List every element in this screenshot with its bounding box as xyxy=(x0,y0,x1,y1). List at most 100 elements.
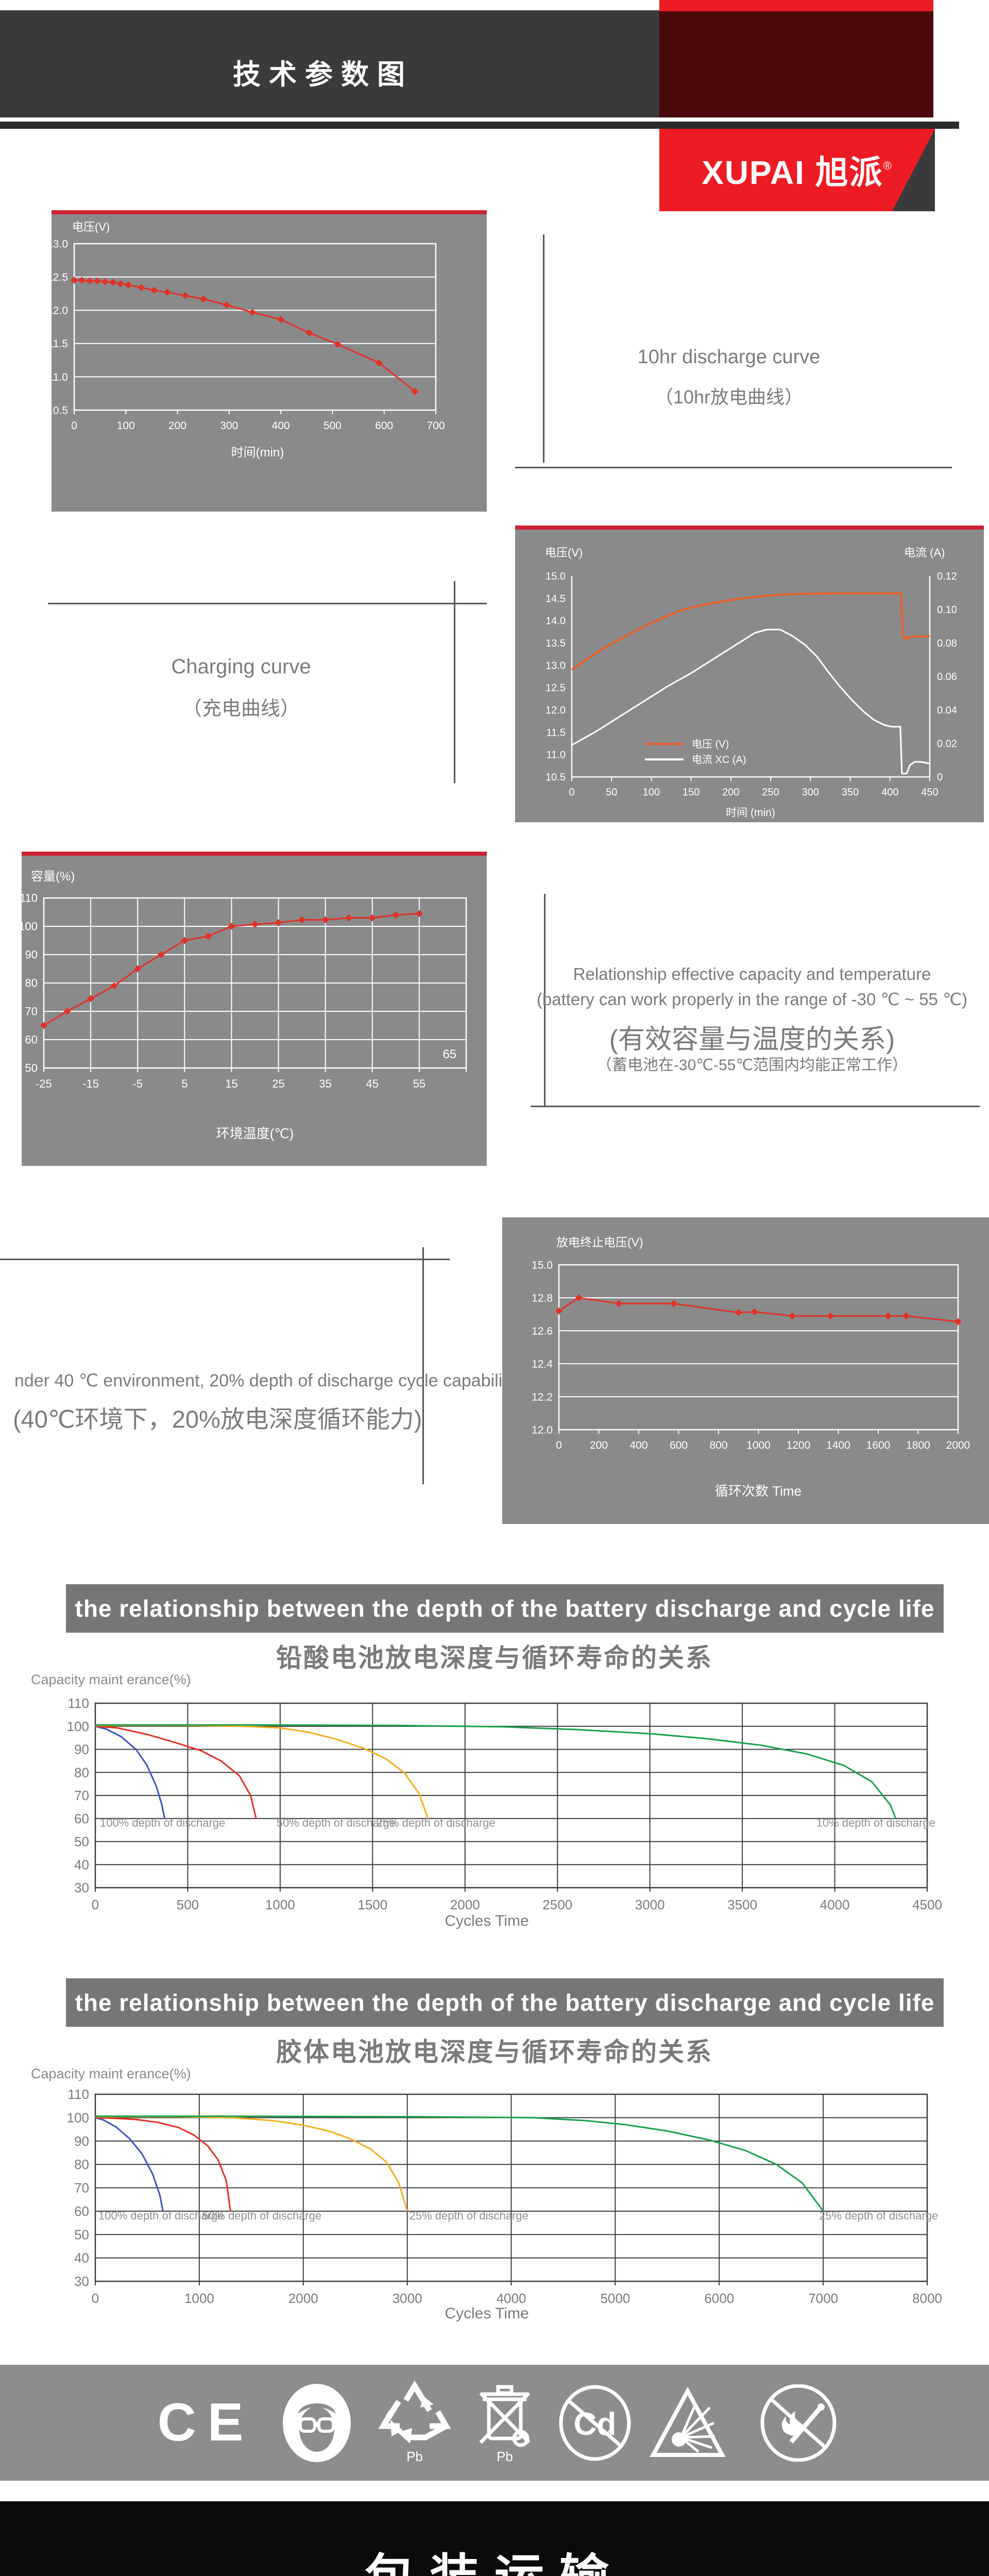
svg-text:50: 50 xyxy=(74,2227,89,2242)
svg-text:0.04: 0.04 xyxy=(937,705,957,716)
svg-text:400: 400 xyxy=(629,1439,647,1451)
lead-acid-cycle-chart: 0 500 1000 1500 2000 2500 3000 3500 4000 4500 110 1… xyxy=(67,1696,942,1929)
discharge-caption-en: 10hr discharge curve xyxy=(637,346,821,368)
svg-text:60: 60 xyxy=(74,1811,89,1826)
svg-text:1800: 1800 xyxy=(906,1439,930,1451)
svg-text:50% depth of discharge: 50% depth of discharge xyxy=(202,2209,321,2222)
svg-text:300: 300 xyxy=(802,787,819,798)
decor-hline-2 xyxy=(48,603,487,604)
svg-text:80: 80 xyxy=(74,1765,89,1780)
bin-pb-label: Pb xyxy=(497,2449,513,2464)
crossed-bin-icon: Pb xyxy=(466,2365,543,2481)
svg-text:1000: 1000 xyxy=(184,2291,214,2306)
svg-text:11.5: 11.5 xyxy=(52,338,68,350)
svg-text:时间(min): 时间(min) xyxy=(231,446,284,460)
svg-text:70: 70 xyxy=(74,1788,89,1803)
svg-text:15.0: 15.0 xyxy=(545,571,566,582)
svg-text:12.0: 12.0 xyxy=(545,705,566,716)
svg-text:0.02: 0.02 xyxy=(937,738,957,750)
svg-text:4000: 4000 xyxy=(497,2291,526,2306)
svg-text:150: 150 xyxy=(683,787,700,798)
eod-voltage-chart-box: 0 200 400 600 800 1000 1200 1400 1600 1800 2000 15.… xyxy=(502,1217,989,1524)
svg-text:12.6: 12.6 xyxy=(532,1325,553,1337)
svg-text:500: 500 xyxy=(177,1897,199,1912)
svg-text:0: 0 xyxy=(556,1439,562,1451)
gel-title: 胶体电池放电深度与循环寿命的关系 xyxy=(276,2038,713,2066)
svg-text:0: 0 xyxy=(71,420,77,432)
discharge-chart-box: 0 100 200 300 400 500 600 700 13.0 12.5 12.0 11.5 11… xyxy=(52,210,487,512)
logo-shadowed-block xyxy=(659,11,933,117)
discharge-caption-cn: （10hr放电曲线） xyxy=(654,386,804,408)
capacity-caption-en2: (battery can work properly in the range … xyxy=(536,990,968,1009)
svg-text:电流 (A): 电流 (A) xyxy=(904,546,945,559)
lead-acid-title: 铅酸电池放电深度与循环寿命的关系 xyxy=(276,1643,713,1672)
svg-text:循环次数 Time: 循环次数 Time xyxy=(715,1483,802,1499)
svg-text:0: 0 xyxy=(92,2291,99,2306)
svg-text:电压(V): 电压(V) xyxy=(545,546,583,559)
eod-voltage-chart: 0 200 400 600 800 1000 1200 1400 1600 1800 2000 15.… xyxy=(532,1235,970,1499)
svg-text:0: 0 xyxy=(569,787,574,798)
svg-text:0.08: 0.08 xyxy=(937,638,957,649)
svg-text:13.5: 13.5 xyxy=(545,638,566,649)
decor-vline-4 xyxy=(422,1247,424,1484)
svg-text:10% depth of discharge: 10% depth of discharge xyxy=(816,1816,935,1829)
svg-text:12.8: 12.8 xyxy=(532,1292,553,1304)
svg-text:400: 400 xyxy=(272,420,290,432)
svg-text:电压 (V): 电压 (V) xyxy=(692,738,729,750)
svg-text:7000: 7000 xyxy=(808,2291,838,2306)
svg-text:12.4: 12.4 xyxy=(532,1358,553,1370)
recycle-pb-label: Pb xyxy=(406,2449,423,2464)
registered-mark: ® xyxy=(883,159,893,172)
svg-text:300: 300 xyxy=(220,420,238,432)
svg-text:0.10: 0.10 xyxy=(937,604,957,616)
brand-logo: XUPAI 旭派® xyxy=(659,129,935,211)
decor-hline-1 xyxy=(515,467,952,468)
svg-text:25% depth of discharge: 25% depth of discharge xyxy=(377,1816,496,1829)
svg-text:400: 400 xyxy=(881,787,898,798)
svg-text:65: 65 xyxy=(442,1047,456,1061)
svg-text:100: 100 xyxy=(643,787,660,798)
svg-text:电压(V): 电压(V) xyxy=(72,221,110,233)
svg-text:12.5: 12.5 xyxy=(545,683,566,694)
svg-text:30: 30 xyxy=(74,1880,89,1895)
svg-text:100% depth of discharge: 100% depth of discharge xyxy=(98,2209,224,2222)
svg-text:100: 100 xyxy=(67,1719,89,1734)
svg-text:-5: -5 xyxy=(132,1077,143,1090)
svg-text:100: 100 xyxy=(22,920,38,933)
svg-text:450: 450 xyxy=(921,787,938,798)
svg-text:环境温度(℃): 环境温度(℃) xyxy=(216,1126,294,1141)
svg-text:0.12: 0.12 xyxy=(937,571,957,582)
no-open-flame-icon xyxy=(755,2365,842,2481)
svg-text:13.0: 13.0 xyxy=(52,238,68,250)
svg-text:10.5: 10.5 xyxy=(52,404,68,416)
svg-text:10.5: 10.5 xyxy=(545,772,566,783)
svg-text:13.0: 13.0 xyxy=(545,660,566,671)
svg-text:1000: 1000 xyxy=(265,1897,295,1912)
svg-text:350: 350 xyxy=(842,787,859,798)
svg-text:25% depth of discharge: 25% depth of discharge xyxy=(819,2209,938,2222)
capacity-caption-en1: Relationship effective capacity and temp… xyxy=(573,964,931,984)
charging-curve-chart: 0 50 100 150 200 250 300 350 400 450 15.0 14.5 14.0 1… xyxy=(545,546,957,819)
capacity-temp-chart-box: -25 -15 -5 5 15 25 35 45 55 110 100 90 80 70 60 50 65 容量(… xyxy=(22,852,487,1166)
no-cadmium-icon: Cd xyxy=(554,2365,636,2481)
svg-text:55: 55 xyxy=(413,1077,425,1090)
svg-text:12.0: 12.0 xyxy=(52,305,68,317)
svg-text:5: 5 xyxy=(181,1077,187,1090)
charging-chart-box: 0 50 100 150 200 250 300 350 400 450 15.0 14.5 14.0 1… xyxy=(515,526,984,822)
cycle-caption-en: nder 40 ℃ environment, 20% depth of disc… xyxy=(14,1371,516,1391)
svg-text:80: 80 xyxy=(74,2157,89,2172)
svg-text:4500: 4500 xyxy=(912,1897,942,1912)
svg-text:11.0: 11.0 xyxy=(52,371,68,383)
svg-text:30: 30 xyxy=(74,2274,89,2289)
svg-text:时间 (min): 时间 (min) xyxy=(726,807,775,819)
decor-hline-4 xyxy=(0,1259,450,1260)
svg-text:90: 90 xyxy=(74,2133,89,2149)
svg-text:8000: 8000 xyxy=(912,2291,942,2306)
svg-text:5000: 5000 xyxy=(600,2291,630,2306)
svg-text:1000: 1000 xyxy=(746,1439,771,1451)
svg-text:60: 60 xyxy=(25,1033,38,1046)
svg-text:Cycles Time: Cycles Time xyxy=(445,2305,528,2322)
lead-acid-banner: the relationship between the depth of th… xyxy=(66,1584,944,1633)
gel-banner-text: the relationship between the depth of th… xyxy=(75,1989,935,2016)
